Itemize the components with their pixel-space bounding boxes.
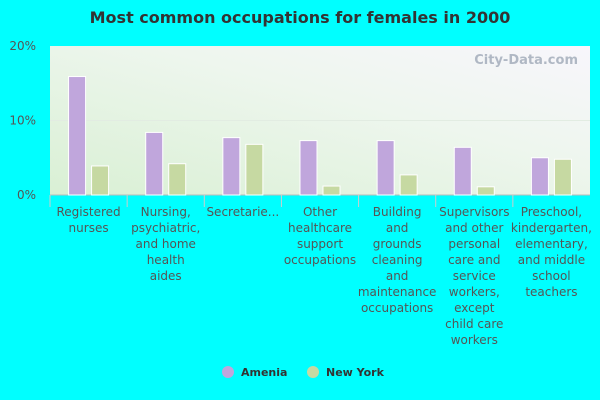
bar-new-york: [476, 186, 495, 196]
x-category-label: Preschool, kindergarten, elementary, and mi…: [511, 205, 592, 299]
x-category-label: Nursing, psychiatric, and home health aides: [131, 205, 200, 283]
bar-amenia: [530, 157, 549, 196]
bar-new-york: [245, 143, 264, 196]
bar-amenia: [145, 131, 164, 196]
bar-new-york: [322, 185, 341, 196]
y-tick-label: 0%: [17, 188, 36, 202]
legend-label: New York: [326, 366, 385, 379]
watermark: City-Data.com: [474, 53, 578, 68]
bar-new-york: [553, 158, 572, 196]
x-category-label: Building and grounds cleaning and maintenance…: [358, 205, 437, 315]
bar-amenia: [299, 140, 318, 196]
y-tick-label: 20%: [9, 39, 36, 53]
x-category-label: Registered nurses: [56, 205, 120, 235]
legend-label: Amenia: [241, 366, 287, 379]
bar-amenia: [453, 146, 472, 196]
legend-swatch: [222, 366, 234, 378]
y-tick-label: 10%: [9, 114, 36, 128]
bar-amenia: [68, 76, 87, 196]
chart-title: Most common occupations for females in 2…: [89, 8, 511, 27]
bar-amenia: [376, 140, 395, 196]
bar-new-york: [168, 163, 187, 196]
x-category-label: Secretarie...: [206, 205, 279, 219]
x-category-label: Supervisors and other personal care and serv…: [439, 205, 509, 347]
legend-swatch: [307, 366, 319, 378]
bar-new-york: [399, 174, 418, 196]
x-category-label: Other healthcare support occupations: [284, 205, 356, 267]
bar-amenia: [222, 137, 241, 196]
bar-new-york: [91, 165, 110, 196]
